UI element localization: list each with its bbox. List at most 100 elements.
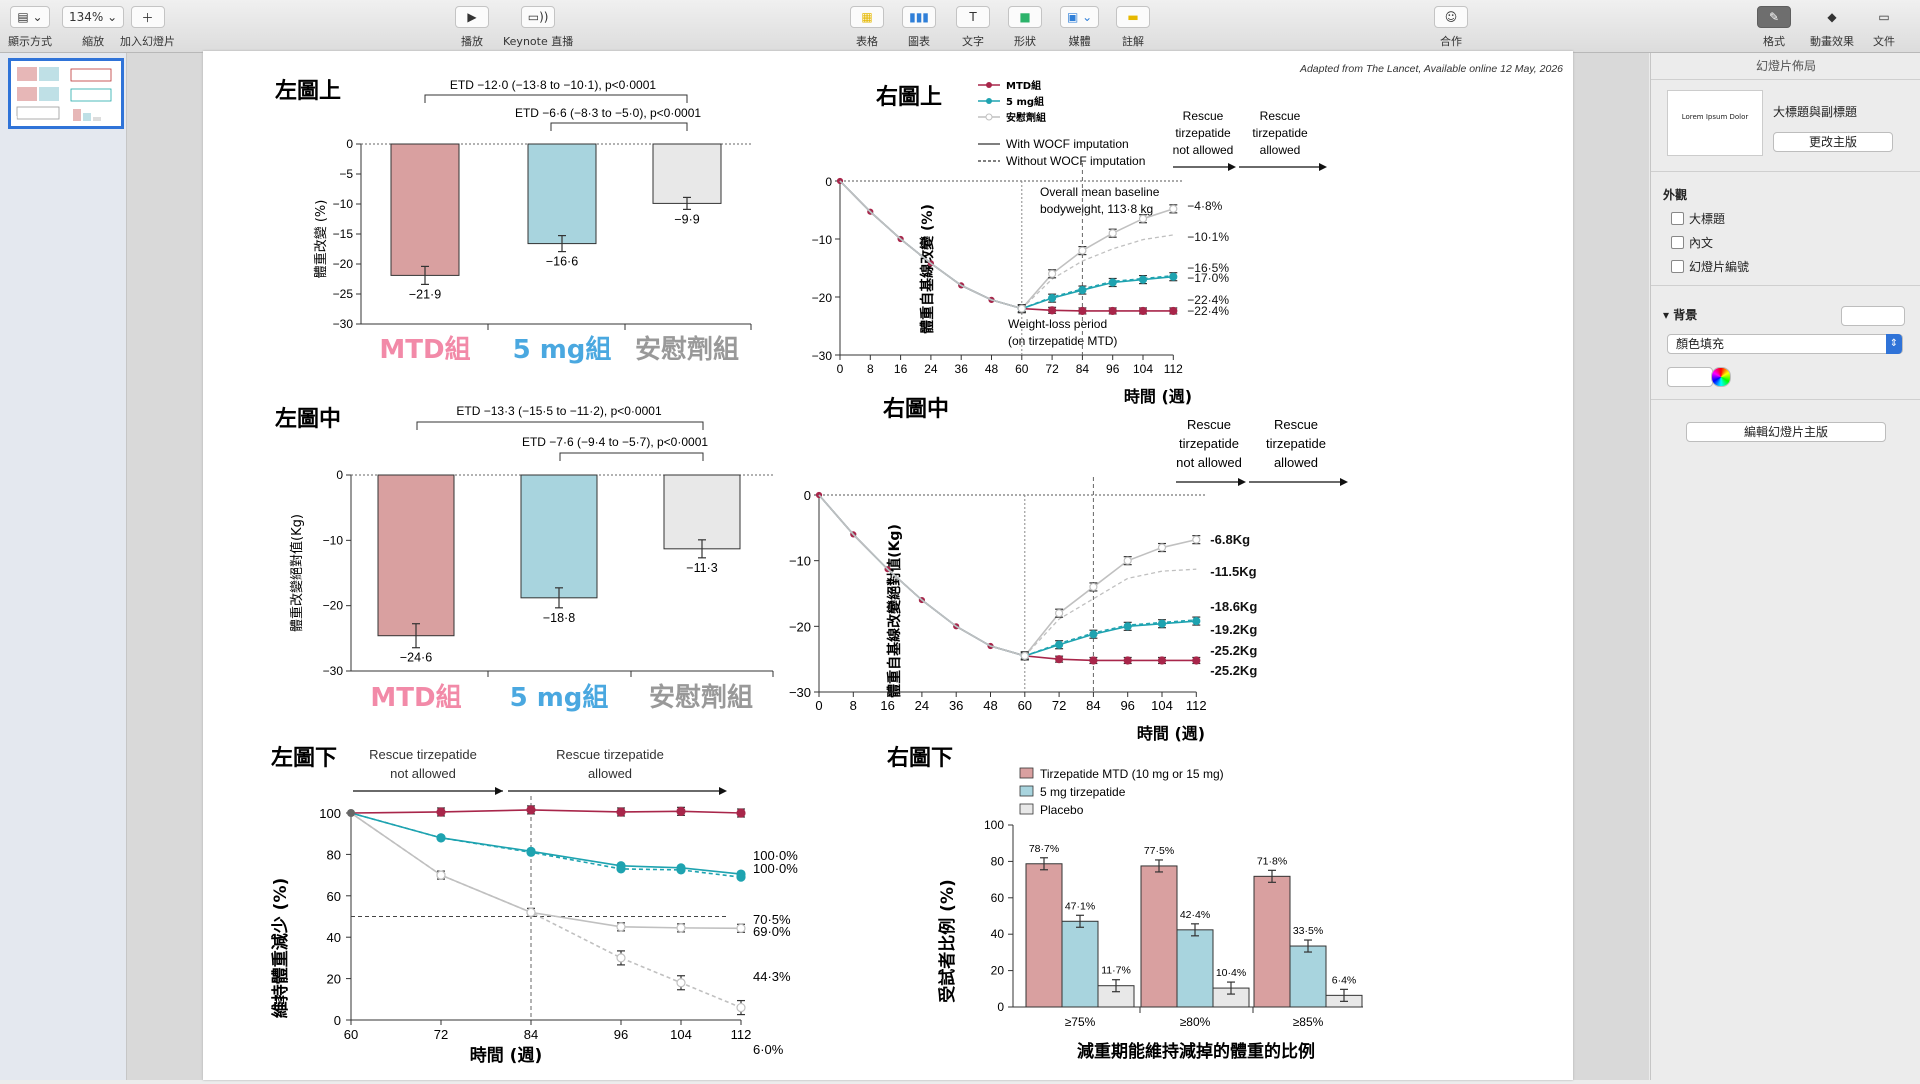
x-tick-label: 72 [1045, 362, 1059, 376]
data-point [436, 833, 446, 843]
end-value-label: −10·1% [1187, 230, 1229, 244]
y-tick-label: −30 [333, 317, 354, 331]
data-point [1089, 656, 1098, 665]
data-point [736, 1002, 746, 1013]
end-value-label: −16·5% [1187, 261, 1229, 275]
shape-label: 形狀 [1014, 35, 1036, 48]
format-control[interactable]: ✎ 格式 [1757, 6, 1791, 49]
color-swatch[interactable] [1667, 367, 1713, 387]
y-axis-label: 受試者比例 (%) [937, 879, 958, 1003]
paintbrush-icon: ✎ [1768, 10, 1780, 24]
svg-text:Rescue: Rescue [1274, 417, 1318, 432]
legend: Tirzepatide MTD (10 mg or 15 mg) 5 mg ti… [1019, 767, 1224, 817]
table-button[interactable]: ▦ [850, 6, 884, 28]
end-value-label: −22·4% [1187, 304, 1229, 318]
end-value-label: 100·0% [753, 861, 798, 876]
bar [1140, 865, 1178, 1008]
y-tick-label: −30 [789, 685, 811, 700]
view-button[interactable]: ▤ ⌄ [10, 6, 50, 28]
animate-button[interactable]: ◆ [1815, 6, 1849, 28]
x-tick-label: 36 [955, 362, 969, 376]
slide-number-checkbox[interactable]: 幻燈片編號 [1671, 258, 1749, 275]
bar-value-label: 10·4% [1216, 967, 1246, 979]
bar-value-label: −21·9 [409, 287, 441, 301]
x-tick-label: 84 [1086, 698, 1100, 713]
svg-text:Rescue tirzepatide: Rescue tirzepatide [369, 747, 477, 762]
layout-thumbnail[interactable]: Lorem Ipsum Dolor [1667, 90, 1763, 156]
animate-control[interactable]: ◆ 動畫效果 [1810, 6, 1854, 49]
data-point [1192, 656, 1201, 665]
bar-value-label: 47·1% [1065, 900, 1095, 912]
comment-button[interactable]: ▬ [1116, 6, 1150, 28]
svg-text:bodyweight, 113·8 kg: bodyweight, 113·8 kg [1040, 202, 1153, 216]
group-labels: MTD組 5 mg組 安慰劑組 [370, 682, 753, 713]
view-control[interactable]: ▤ ⌄ 顯示方式 [8, 6, 52, 49]
series-line-5mg [839, 180, 1174, 310]
x-tick-label: 72 [434, 1027, 448, 1042]
image-icon: ▣ ⌄ [1067, 10, 1093, 24]
legend-mtd: Tirzepatide MTD (10 mg or 15 mg) [1040, 767, 1224, 781]
y-tick-label: −10 [333, 197, 354, 211]
shape-control[interactable]: ■ 形狀 [1008, 6, 1042, 49]
add-slide-button[interactable]: ＋ [130, 6, 165, 28]
play-button[interactable]: ▶ [455, 6, 489, 28]
chart-button[interactable]: ▮▮▮ [902, 6, 936, 28]
text-button[interactable]: T [956, 6, 990, 28]
series-line-placebo [839, 180, 1174, 310]
change-master-button[interactable]: 更改主版 [1773, 132, 1893, 152]
format-button[interactable]: ✎ [1757, 6, 1791, 28]
play-control[interactable]: ▶ 播放 [455, 6, 489, 49]
etd-label-1: ETD −13·3 (−15·5 to −11·2), p<0·0001 [456, 404, 662, 418]
arrow-head [495, 787, 503, 795]
y-axis-label: 維持體重減少 (%) [270, 878, 291, 1019]
legend-5mg: 5 mg tirzepatide [1040, 785, 1126, 799]
end-value-label: 70·5% [753, 912, 791, 927]
media-button[interactable]: ▣ ⌄ [1060, 6, 1100, 28]
fill-type-select[interactable]: 顏色填充 ⇕ [1667, 334, 1903, 354]
end-value-label: 6·0% [753, 1042, 784, 1057]
body-checkbox[interactable]: 內文 [1671, 234, 1713, 251]
document-control[interactable]: ▭ 文件 [1867, 6, 1901, 49]
comment-control[interactable]: ▬ 註解 [1116, 6, 1150, 49]
table-control[interactable]: ▦ 表格 [850, 6, 884, 49]
data-point [1138, 214, 1148, 223]
data-point [436, 807, 446, 817]
media-control[interactable]: ▣ ⌄ 媒體 [1060, 6, 1100, 49]
slide-thumbnail[interactable] [8, 58, 124, 129]
etd-label-2: ETD −7·6 (−9·4 to −5·7), p<0·0001 [522, 435, 708, 449]
chart-control[interactable]: ▮▮▮ 圖表 [902, 6, 936, 49]
legend-placebo: Placebo [1040, 803, 1084, 817]
text-control[interactable]: T 文字 [956, 6, 990, 49]
zoom-select[interactable]: 134% ⌄ [62, 6, 125, 28]
background-color-well[interactable] [1841, 306, 1905, 326]
svg-text:not allowed: not allowed [390, 766, 456, 781]
data-point [676, 978, 686, 988]
chevron-down-icon: ⌄ [103, 10, 118, 24]
slide-number: 1 [13, 115, 20, 126]
color-wheel-icon[interactable] [1711, 367, 1731, 387]
collaborate-control[interactable]: ☺ 合作 [1434, 6, 1468, 49]
x-tick-label: 48 [983, 698, 997, 713]
text-label: 文字 [962, 35, 984, 48]
broadcast-icon: ▭)) [527, 10, 549, 24]
keynote-live-control[interactable]: ▭)) Keynote 直播 [503, 6, 573, 49]
bar [652, 143, 722, 204]
zoom-control[interactable]: 134% ⌄ 縮放 [62, 6, 125, 49]
document-button[interactable]: ▭ [1867, 6, 1901, 28]
checkbox-label: 大標題 [1689, 212, 1726, 226]
series-line-placebo-no-wocf [1021, 234, 1174, 310]
edit-master-button[interactable]: 編輯幻燈片主版 [1686, 422, 1886, 442]
shape-button[interactable]: ■ [1008, 6, 1042, 28]
collaborate-button[interactable]: ☺ [1434, 6, 1468, 28]
svg-text:Rescue tirzepatide: Rescue tirzepatide [556, 747, 664, 762]
background-heading[interactable]: ▾ 背景 [1663, 308, 1698, 322]
title-checkbox[interactable]: 大標題 [1671, 210, 1725, 227]
slide[interactable]: Adapted from The Lancet, Available onlin… [203, 51, 1573, 1080]
x-tick-label: 16 [880, 698, 894, 713]
x-axis-label: 時間 (週) [1137, 724, 1205, 743]
data-point [1078, 306, 1087, 316]
y-tick-label: 0 [336, 468, 343, 482]
etd-label-1: ETD −12·0 (−13·8 to −10·1), p<0·0001 [450, 78, 656, 92]
keynote-live-button[interactable]: ▭)) [520, 6, 556, 28]
add-slide-control[interactable]: ＋ 加入幻燈片 [120, 6, 175, 49]
